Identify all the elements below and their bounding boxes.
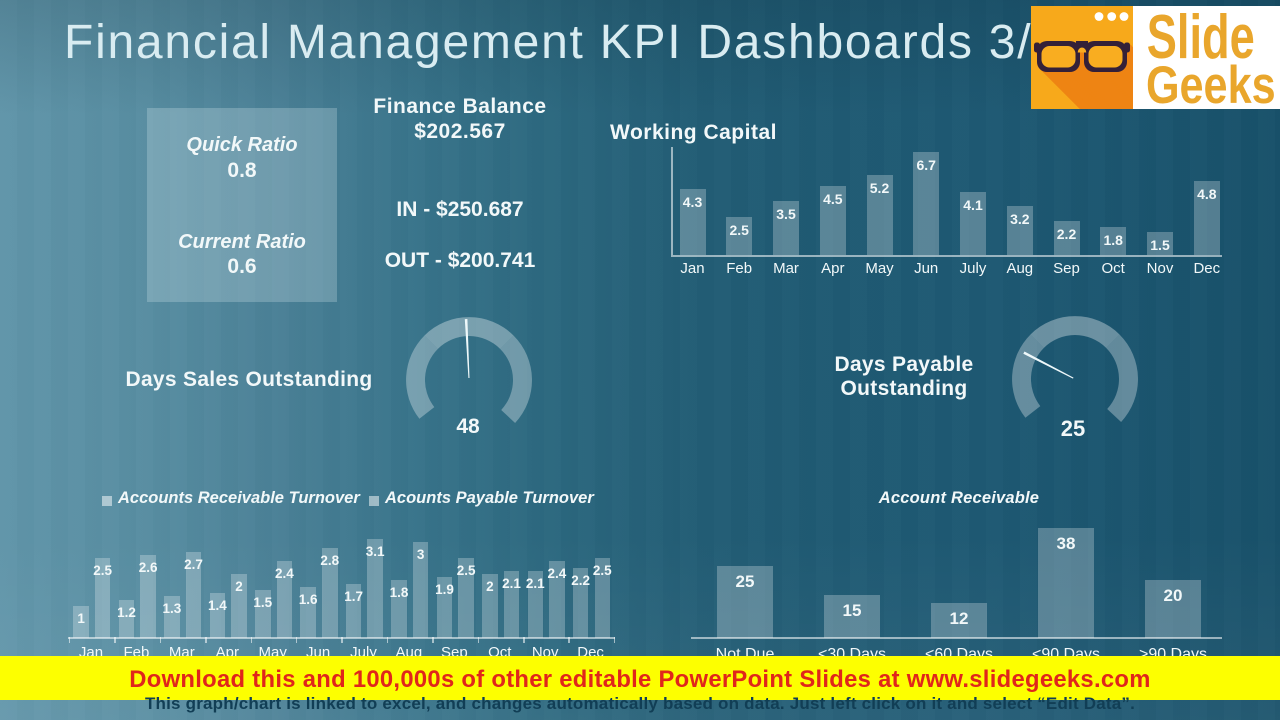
svg-text:Geeks: Geeks bbox=[1146, 56, 1276, 109]
svg-text:Slide: Slide bbox=[1147, 6, 1255, 72]
